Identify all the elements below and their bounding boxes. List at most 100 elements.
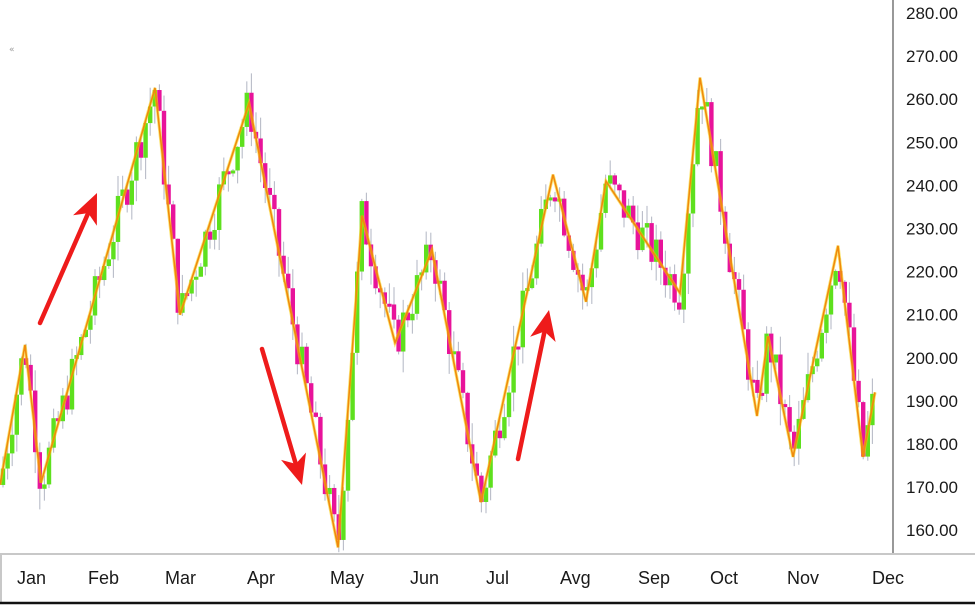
candle-down xyxy=(207,231,213,240)
candle-up xyxy=(299,346,305,365)
candle-down xyxy=(460,370,466,393)
candle-up xyxy=(203,231,208,267)
y-tick-label: 230.00 xyxy=(906,220,958,239)
candle-up xyxy=(355,271,360,353)
candle-up xyxy=(824,314,829,333)
candle-up xyxy=(189,279,194,294)
candle-down xyxy=(281,255,286,274)
candle-up xyxy=(437,280,443,284)
candle-up xyxy=(235,146,240,171)
candle-up xyxy=(106,259,111,267)
candle-down xyxy=(612,175,617,185)
candle-down xyxy=(649,223,654,262)
candle-down xyxy=(313,412,318,417)
candle-down xyxy=(516,346,521,350)
y-tick-label: 180.00 xyxy=(906,435,958,454)
candle-down xyxy=(276,209,282,256)
candle-down xyxy=(65,395,70,410)
candle-down xyxy=(617,184,622,191)
candle-down xyxy=(304,346,309,384)
candle-down xyxy=(318,416,323,465)
candle-up xyxy=(345,419,351,491)
candle-up xyxy=(608,175,613,184)
candle-down xyxy=(171,204,176,239)
candle-down xyxy=(631,205,636,223)
candle-up xyxy=(42,484,47,489)
candle-up xyxy=(217,184,222,230)
candle-up xyxy=(654,239,659,262)
candle-up xyxy=(529,278,535,289)
candle-down xyxy=(736,279,742,290)
y-tick-label: 280.00 xyxy=(906,4,958,23)
candle-up xyxy=(341,490,346,540)
y-tick-label: 250.00 xyxy=(906,133,958,152)
candle-down xyxy=(226,171,231,175)
candle-up xyxy=(5,453,10,469)
x-tick-label: Jul xyxy=(486,568,509,588)
candle-down xyxy=(566,235,571,251)
candle-down xyxy=(474,463,479,476)
candle-down xyxy=(552,197,558,202)
candle-down xyxy=(391,304,397,320)
y-tick-label: 220.00 xyxy=(906,263,958,282)
candle-down xyxy=(258,138,263,164)
candle-down xyxy=(138,142,144,158)
candle-up xyxy=(506,392,512,418)
candle-down xyxy=(658,239,663,268)
candle-up xyxy=(134,142,139,181)
candle-down xyxy=(759,392,765,396)
candle-up xyxy=(819,332,824,359)
candle-up xyxy=(143,123,148,158)
candle-up xyxy=(10,434,15,454)
candle-up xyxy=(350,352,355,420)
candle-down xyxy=(479,475,484,502)
x-tick-label: Sep xyxy=(638,568,670,588)
x-tick-label: Avg xyxy=(560,568,591,588)
candle-up xyxy=(240,126,245,147)
candle-down xyxy=(755,379,760,393)
x-axis-ticks: Jan Feb Mar Apr May Jun Jul Avg Sep Oct Nov Dec xyxy=(17,568,904,588)
candle-up xyxy=(51,418,56,448)
candle-up xyxy=(704,102,709,107)
candle-up xyxy=(764,333,769,394)
x-tick-label: Apr xyxy=(247,568,275,588)
candle-up xyxy=(410,313,415,321)
candle-down xyxy=(263,163,268,188)
x-tick-label: Feb xyxy=(88,568,119,588)
candle-up xyxy=(511,346,516,393)
y-tick-label: 270.00 xyxy=(906,47,958,66)
candle-up xyxy=(194,276,199,280)
candle-up xyxy=(713,151,719,167)
candle-down xyxy=(571,250,576,270)
candle-down xyxy=(672,274,677,303)
candle-up xyxy=(828,285,834,315)
candle-up xyxy=(414,275,420,314)
candle-down xyxy=(718,151,723,212)
candle-up xyxy=(603,183,608,213)
candle-down xyxy=(787,407,792,432)
candle-down xyxy=(861,402,866,457)
candle-up xyxy=(14,394,19,435)
x-tick-label: Jun xyxy=(410,568,439,588)
candle-up xyxy=(111,241,116,260)
candle-up xyxy=(626,205,631,218)
candle-down xyxy=(709,102,714,167)
candle-up xyxy=(327,487,332,495)
candle-up xyxy=(700,106,705,110)
candle-up xyxy=(502,417,507,439)
candle-down xyxy=(28,364,33,391)
trend-arrows xyxy=(37,193,556,485)
candle-down xyxy=(442,280,447,311)
candle-down xyxy=(387,303,392,307)
y-tick-label: 190.00 xyxy=(906,392,958,411)
candle-up xyxy=(483,487,489,502)
candle-up xyxy=(865,425,870,457)
candle-up xyxy=(451,351,456,355)
candle-up xyxy=(69,358,75,410)
collapse-panel-icon[interactable]: « xyxy=(9,45,15,55)
candle-up xyxy=(594,249,599,269)
y-tick-label: 210.00 xyxy=(906,306,958,325)
candle-down xyxy=(635,222,640,251)
x-tick-label: May xyxy=(330,568,364,588)
y-tick-label: 200.00 xyxy=(906,349,958,368)
